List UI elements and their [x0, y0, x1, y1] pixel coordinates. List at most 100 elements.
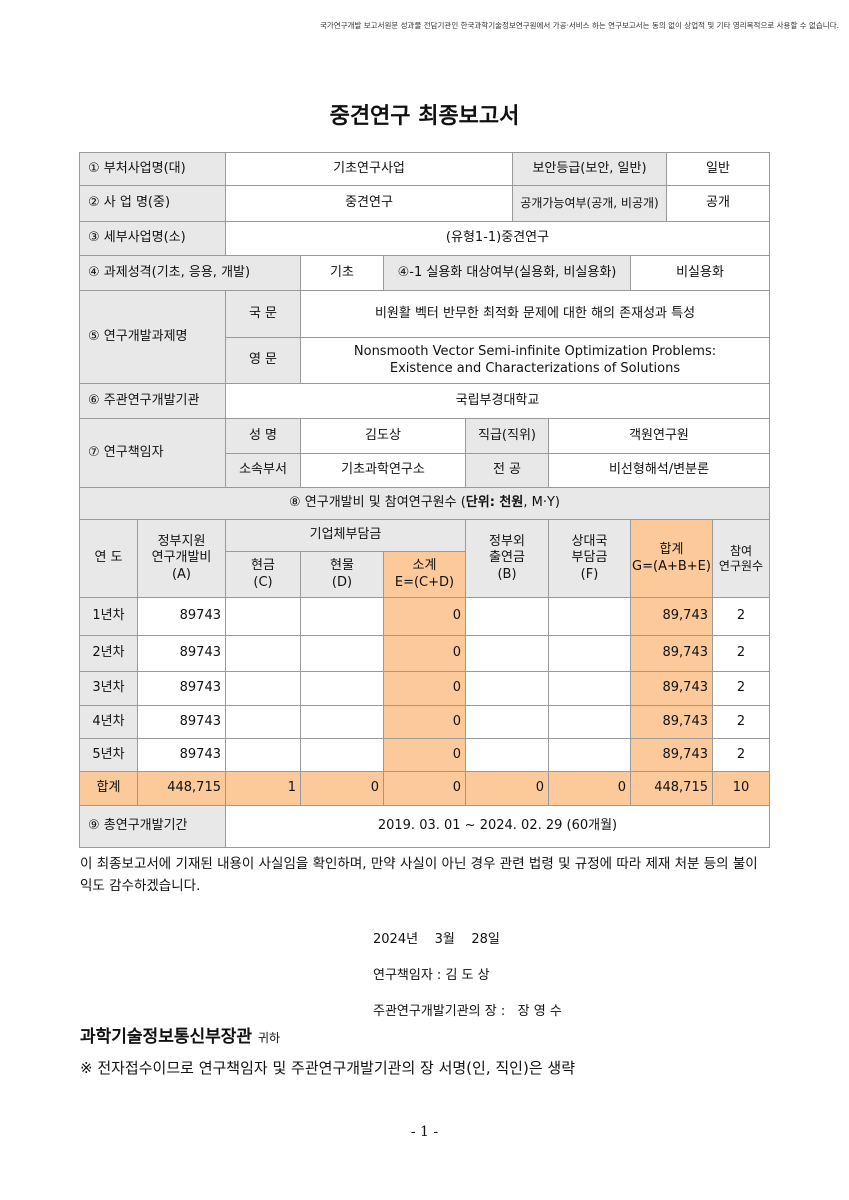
cell-gov: 89743: [137, 635, 226, 672]
label: 성 명: [225, 418, 301, 454]
text: ⑧ 연구개발비 및 참여연구원수 (: [289, 495, 466, 511]
cell-partner: [548, 635, 631, 672]
cell-researchers: 10: [712, 771, 770, 806]
cell-subtotal: 0: [383, 738, 466, 772]
label: ⑨ 총연구개발기간: [79, 805, 226, 848]
header: 정부지원 연구개발비 (A): [137, 519, 226, 598]
cell-researchers: 2: [712, 671, 770, 706]
cell-partner: [548, 671, 631, 706]
cell-year: 5년차: [79, 738, 138, 772]
recipient-suffix: 귀하: [257, 1031, 281, 1045]
label: 국 문: [225, 290, 301, 338]
value: 일반: [666, 152, 770, 186]
cell-nongov: [465, 738, 549, 772]
label: 공개가능여부(공개, 비공개): [512, 185, 667, 222]
title-english: Nonsmooth Vector Semi-infinite Optimizat…: [300, 337, 770, 384]
cell-kind: [300, 738, 384, 772]
cell-partner: [548, 597, 631, 636]
cell-cash: [225, 635, 301, 672]
cell-subtotal: 0: [383, 635, 466, 672]
cell-researchers: 2: [712, 635, 770, 672]
cell-researchers: 2: [712, 597, 770, 636]
cell-partner: [548, 705, 631, 739]
text: , M·Y): [523, 495, 560, 511]
cell-kind: 0: [300, 771, 384, 806]
cell-kind: [300, 671, 384, 706]
label: ③ 세부사업명(소): [79, 221, 226, 256]
principal-investigator: 연구책임자 : 김 도 상: [373, 968, 490, 983]
title-korean: 비원활 벡터 반무한 최적화 문제에 대한 해의 존재성과 특성: [300, 290, 770, 338]
date: 2024년 3월 28일: [373, 932, 500, 947]
header: 현금 (C): [225, 551, 301, 598]
label: 직급(직위): [465, 418, 549, 454]
header: 정부외 출연금 (B): [465, 519, 549, 598]
institution-head: 주관연구개발기관의 장 : 장 영 수: [373, 1004, 562, 1019]
value: 기초과학연구소: [300, 453, 466, 488]
cell-gov: 89743: [137, 671, 226, 706]
cell-gov: 89743: [137, 705, 226, 739]
cell-nongov: [465, 705, 549, 739]
cell-gov: 89743: [137, 738, 226, 772]
cell-cash: [225, 671, 301, 706]
cell-cash: 1: [225, 771, 301, 806]
cell-nongov: [465, 635, 549, 672]
value: 중견연구: [225, 185, 513, 222]
cell-cash: [225, 705, 301, 739]
cell-researchers: 2: [712, 705, 770, 739]
usage-notice: 국가연구개발 보고서원문 성과물 전담기관인 한국과학기술정보연구원에서 가공·…: [319, 21, 839, 30]
label: 보안등급(보안, 일반): [512, 152, 667, 186]
label: ④ 과제성격(기초, 응용, 개발): [79, 255, 301, 291]
label: 소속부서: [225, 453, 301, 488]
cell-cash: [225, 597, 301, 636]
cell-year: 3년차: [79, 671, 138, 706]
cell-nongov: [465, 671, 549, 706]
label: ④-1 실용화 대상여부(실용화, 비실용화): [383, 255, 631, 291]
header: 기업체부담금: [225, 519, 466, 552]
cell-gov: 448,715: [137, 771, 226, 806]
cell-year: 4년차: [79, 705, 138, 739]
label: ⑦ 연구책임자: [79, 418, 226, 488]
cell-year: 합계: [79, 771, 138, 806]
page-title: 중견연구 최종보고서: [329, 104, 520, 129]
cell-partner: 0: [548, 771, 631, 806]
label: ① 부처사업명(대): [79, 152, 226, 186]
cell-gov: 89743: [137, 597, 226, 636]
cell-kind: [300, 635, 384, 672]
cell-kind: [300, 705, 384, 739]
cell-subtotal: 0: [383, 705, 466, 739]
header: 소계 E=(C+D): [383, 551, 466, 598]
label: 영 문: [225, 337, 301, 384]
header: 참여 연구원수: [712, 519, 770, 598]
recipient-name: 과학기술정보통신부장관: [80, 1027, 253, 1047]
period-value: 2019. 03. 01 ~ 2024. 02. 29 (60개월): [225, 805, 770, 848]
header: 현물 (D): [300, 551, 384, 598]
header: 연 도: [79, 519, 138, 598]
label: ② 사 업 명(중): [79, 185, 226, 222]
budget-title: ⑧ 연구개발비 및 참여연구원수 (단위: 천원, M·Y): [79, 487, 770, 520]
page-number: - 1 -: [410, 1124, 439, 1140]
header: 상대국 부담금 (F): [548, 519, 631, 598]
cell-cash: [225, 738, 301, 772]
value: 기초연구사업: [225, 152, 513, 186]
cell-total: 89,743: [630, 738, 713, 772]
cell-nongov: [465, 597, 549, 636]
note: ※ 전자접수이므로 연구책임자 및 주관연구개발기관의 장 서명(인, 직인)은…: [80, 1059, 575, 1077]
cell-partner: [548, 738, 631, 772]
unit: 단위: 천원: [465, 495, 524, 511]
value: 기초: [300, 255, 384, 291]
recipient: 과학기술정보통신부장관 귀하: [80, 1022, 280, 1047]
label: ⑤ 연구개발과제명: [79, 290, 226, 384]
cell-total: 89,743: [630, 597, 713, 636]
cell-year: 1년차: [79, 597, 138, 636]
cell-subtotal: 0: [383, 671, 466, 706]
value: 객원연구원: [548, 418, 770, 454]
value: 비선형해석/변분론: [548, 453, 770, 488]
cell-kind: [300, 597, 384, 636]
label: ⑥ 주관연구개발기관: [79, 383, 226, 419]
value: 비실용화: [630, 255, 770, 291]
header: 합계 G=(A+B+E): [630, 519, 713, 598]
cell-subtotal: 0: [383, 771, 466, 806]
cell-researchers: 2: [712, 738, 770, 772]
value: 공개: [666, 185, 770, 222]
